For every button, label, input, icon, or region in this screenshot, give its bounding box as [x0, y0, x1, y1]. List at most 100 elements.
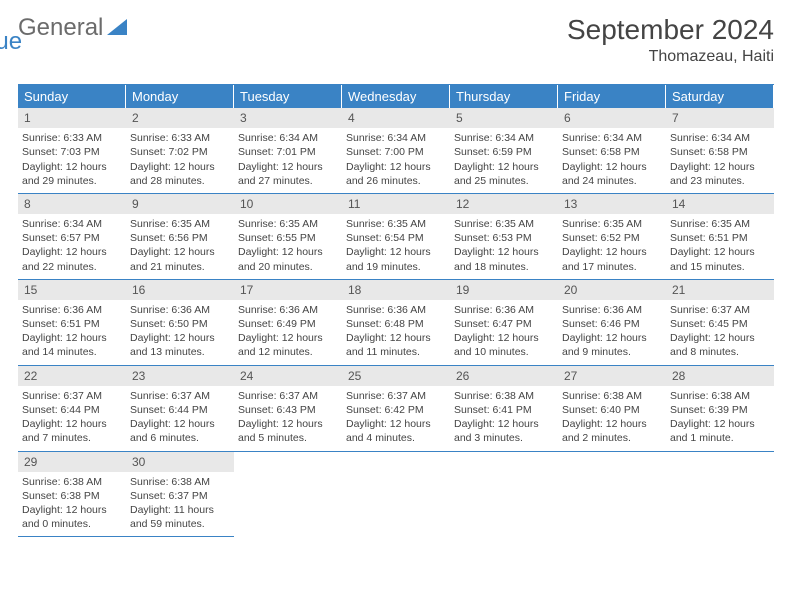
calendar-cell: 19Sunrise: 6:36 AMSunset: 6:47 PMDayligh…	[450, 280, 558, 366]
day-sunset: Sunset: 6:51 PM	[22, 317, 122, 331]
day-dl2: and 13 minutes.	[130, 345, 230, 359]
day-dl2: and 19 minutes.	[346, 260, 446, 274]
day-dl1: Daylight: 12 hours	[346, 245, 446, 259]
calendar-cell: 9Sunrise: 6:35 AMSunset: 6:56 PMDaylight…	[126, 194, 234, 280]
day-sunrise: Sunrise: 6:36 AM	[238, 303, 338, 317]
day-number: 22	[18, 366, 126, 386]
day-content: Sunrise: 6:37 AMSunset: 6:43 PMDaylight:…	[234, 386, 342, 451]
day-sunrise: Sunrise: 6:37 AM	[22, 389, 122, 403]
day-sunrise: Sunrise: 6:35 AM	[238, 217, 338, 231]
day-sunset: Sunset: 6:52 PM	[562, 231, 662, 245]
day-sunrise: Sunrise: 6:38 AM	[670, 389, 770, 403]
calendar-cell-empty	[450, 452, 558, 538]
day-dl1: Daylight: 12 hours	[238, 417, 338, 431]
day-header-monday: Monday	[126, 85, 234, 108]
day-sunset: Sunset: 6:56 PM	[130, 231, 230, 245]
day-dl1: Daylight: 12 hours	[238, 331, 338, 345]
day-number: 15	[18, 280, 126, 300]
day-dl1: Daylight: 12 hours	[22, 245, 122, 259]
day-number: 18	[342, 280, 450, 300]
day-dl2: and 28 minutes.	[130, 174, 230, 188]
day-dl1: Daylight: 12 hours	[670, 245, 770, 259]
day-number: 17	[234, 280, 342, 300]
day-dl2: and 24 minutes.	[562, 174, 662, 188]
day-dl2: and 6 minutes.	[130, 431, 230, 445]
day-dl2: and 59 minutes.	[130, 517, 230, 531]
day-sunset: Sunset: 6:59 PM	[454, 145, 554, 159]
day-sunset: Sunset: 6:47 PM	[454, 317, 554, 331]
calendar-cell-empty	[558, 452, 666, 538]
day-number: 2	[126, 108, 234, 128]
day-dl2: and 15 minutes.	[670, 260, 770, 274]
calendar-cell: 16Sunrise: 6:36 AMSunset: 6:50 PMDayligh…	[126, 280, 234, 366]
day-number: 12	[450, 194, 558, 214]
calendar-cell: 21Sunrise: 6:37 AMSunset: 6:45 PMDayligh…	[666, 280, 774, 366]
day-sunset: Sunset: 6:53 PM	[454, 231, 554, 245]
day-dl1: Daylight: 12 hours	[454, 417, 554, 431]
day-sunrise: Sunrise: 6:34 AM	[562, 131, 662, 145]
calendar-cell: 26Sunrise: 6:38 AMSunset: 6:41 PMDayligh…	[450, 366, 558, 452]
calendar-cell: 25Sunrise: 6:37 AMSunset: 6:42 PMDayligh…	[342, 366, 450, 452]
day-header-saturday: Saturday	[666, 85, 774, 108]
day-sunrise: Sunrise: 6:37 AM	[130, 389, 230, 403]
calendar-cell: 12Sunrise: 6:35 AMSunset: 6:53 PMDayligh…	[450, 194, 558, 280]
logo-sail-icon	[107, 19, 129, 37]
day-number: 20	[558, 280, 666, 300]
day-content: Sunrise: 6:33 AMSunset: 7:03 PMDaylight:…	[18, 128, 126, 193]
day-number: 19	[450, 280, 558, 300]
day-dl2: and 18 minutes.	[454, 260, 554, 274]
day-sunset: Sunset: 6:58 PM	[562, 145, 662, 159]
day-header-tuesday: Tuesday	[234, 85, 342, 108]
day-sunrise: Sunrise: 6:35 AM	[562, 217, 662, 231]
day-dl1: Daylight: 12 hours	[562, 331, 662, 345]
day-content: Sunrise: 6:36 AMSunset: 6:46 PMDaylight:…	[558, 300, 666, 365]
header-row: General Blue September 2024 Thomazeau, H…	[18, 14, 774, 66]
calendar-cell: 29Sunrise: 6:38 AMSunset: 6:38 PMDayligh…	[18, 452, 126, 538]
day-sunrise: Sunrise: 6:34 AM	[670, 131, 770, 145]
day-content: Sunrise: 6:35 AMSunset: 6:53 PMDaylight:…	[450, 214, 558, 279]
calendar-cell: 17Sunrise: 6:36 AMSunset: 6:49 PMDayligh…	[234, 280, 342, 366]
calendar-cell: 22Sunrise: 6:37 AMSunset: 6:44 PMDayligh…	[18, 366, 126, 452]
day-sunset: Sunset: 6:46 PM	[562, 317, 662, 331]
calendar-cell: 15Sunrise: 6:36 AMSunset: 6:51 PMDayligh…	[18, 280, 126, 366]
day-sunrise: Sunrise: 6:34 AM	[22, 217, 122, 231]
day-sunrise: Sunrise: 6:36 AM	[130, 303, 230, 317]
day-number: 21	[666, 280, 774, 300]
day-sunset: Sunset: 6:42 PM	[346, 403, 446, 417]
day-dl1: Daylight: 12 hours	[22, 160, 122, 174]
day-content: Sunrise: 6:36 AMSunset: 6:51 PMDaylight:…	[18, 300, 126, 365]
location: Thomazeau, Haiti	[567, 48, 774, 66]
day-sunrise: Sunrise: 6:37 AM	[670, 303, 770, 317]
calendar-cell-empty	[234, 452, 342, 538]
calendar-cell: 23Sunrise: 6:37 AMSunset: 6:44 PMDayligh…	[126, 366, 234, 452]
day-number: 26	[450, 366, 558, 386]
calendar-cell: 24Sunrise: 6:37 AMSunset: 6:43 PMDayligh…	[234, 366, 342, 452]
day-dl1: Daylight: 12 hours	[346, 331, 446, 345]
day-number: 11	[342, 194, 450, 214]
calendar-cell: 13Sunrise: 6:35 AMSunset: 6:52 PMDayligh…	[558, 194, 666, 280]
day-sunset: Sunset: 6:50 PM	[130, 317, 230, 331]
calendar-cell: 7Sunrise: 6:34 AMSunset: 6:58 PMDaylight…	[666, 108, 774, 194]
calendar-grid: SundayMondayTuesdayWednesdayThursdayFrid…	[18, 84, 774, 537]
day-sunset: Sunset: 6:45 PM	[670, 317, 770, 331]
day-dl1: Daylight: 12 hours	[130, 331, 230, 345]
day-content: Sunrise: 6:37 AMSunset: 6:45 PMDaylight:…	[666, 300, 774, 365]
day-content: Sunrise: 6:35 AMSunset: 6:55 PMDaylight:…	[234, 214, 342, 279]
day-number: 30	[126, 452, 234, 472]
day-number: 13	[558, 194, 666, 214]
day-sunset: Sunset: 6:44 PM	[130, 403, 230, 417]
day-number: 10	[234, 194, 342, 214]
day-sunrise: Sunrise: 6:35 AM	[130, 217, 230, 231]
day-dl1: Daylight: 12 hours	[454, 331, 554, 345]
day-number: 7	[666, 108, 774, 128]
day-dl1: Daylight: 12 hours	[238, 245, 338, 259]
calendar-cell: 2Sunrise: 6:33 AMSunset: 7:02 PMDaylight…	[126, 108, 234, 194]
calendar-cell: 6Sunrise: 6:34 AMSunset: 6:58 PMDaylight…	[558, 108, 666, 194]
day-dl2: and 1 minute.	[670, 431, 770, 445]
day-dl2: and 20 minutes.	[238, 260, 338, 274]
day-sunrise: Sunrise: 6:36 AM	[346, 303, 446, 317]
day-number: 28	[666, 366, 774, 386]
day-dl2: and 5 minutes.	[238, 431, 338, 445]
day-dl2: and 4 minutes.	[346, 431, 446, 445]
calendar-cell: 10Sunrise: 6:35 AMSunset: 6:55 PMDayligh…	[234, 194, 342, 280]
